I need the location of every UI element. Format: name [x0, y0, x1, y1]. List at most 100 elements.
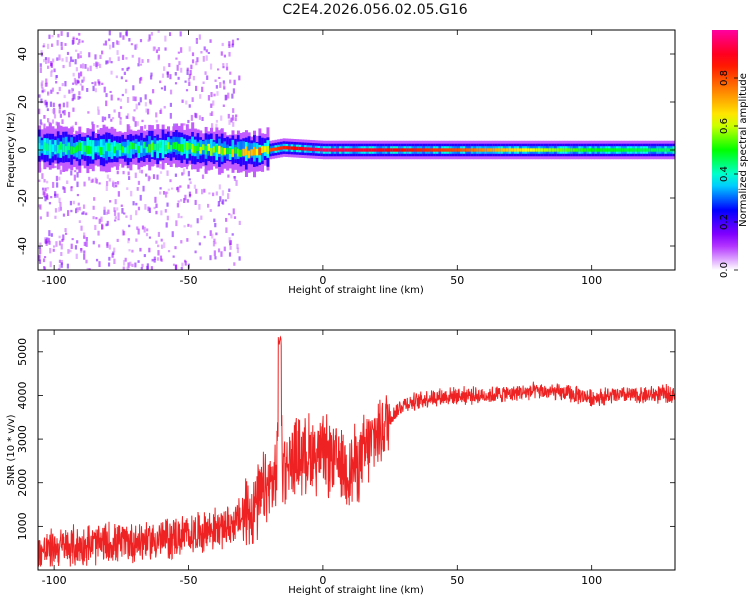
spectrogram-band-cell — [94, 146, 98, 153]
spectrogram-noise-cell — [40, 122, 43, 126]
spectrogram-band-cell — [64, 146, 68, 155]
spectrogram-noise-cell — [40, 50, 43, 54]
spectrogram-noise-cell — [58, 163, 62, 170]
spectrogram-band-cell — [379, 148, 383, 152]
spectrogram-noise-cell — [108, 57, 112, 63]
spectrogram-noise-cell — [62, 186, 65, 190]
spectrogram-noise-cell — [64, 43, 67, 46]
spectrogram-band-cell — [371, 148, 375, 152]
spectrogram-noise-cell — [172, 255, 175, 258]
spectrogram-band-cell — [360, 148, 364, 152]
spectrogram-band-cell — [554, 148, 558, 152]
spectrogram-noise-cell — [128, 224, 131, 228]
spectrogram-noise-cell — [207, 203, 210, 208]
spectrogram-noise-cell — [88, 268, 91, 270]
spectrogram-noise-cell — [198, 242, 201, 246]
spectrogram-noise-cell — [199, 256, 202, 260]
spectrogram-noise-cell — [164, 191, 168, 198]
spectrogram-noise-cell — [155, 203, 158, 208]
spectrogram-band-cell — [118, 144, 122, 151]
spectrogram-noise-cell — [230, 117, 233, 123]
spectrogram-y-tick-label: -40 — [16, 237, 29, 255]
spectrogram-noise-cell — [121, 207, 124, 214]
spectrogram-noise-cell — [155, 112, 158, 118]
spectrogram-noise-cell — [94, 177, 97, 183]
spectrogram-noise-cell — [110, 118, 113, 122]
spectrogram-noise-cell — [168, 63, 171, 68]
spectrogram-noise-cell — [234, 117, 237, 122]
spectrogram-noise-cell — [41, 173, 44, 179]
spectrogram-band-cell — [43, 142, 47, 150]
spectrogram-noise-cell — [38, 204, 41, 208]
spectrogram-noise-cell — [115, 40, 119, 45]
spectrogram-band-cell — [59, 141, 63, 158]
spectrogram-band-cell — [637, 148, 641, 152]
spectrogram-band-cell — [226, 147, 230, 155]
spectrogram-noise-cell — [85, 259, 88, 264]
spectrogram-band-cell — [357, 148, 361, 152]
spectrogram-noise-cell — [227, 92, 230, 99]
spectrogram-noise-cell — [105, 60, 108, 65]
spectrogram-noise-cell — [43, 58, 46, 63]
spectrogram-noise-cell — [107, 262, 111, 267]
spectrogram-noise-cell — [160, 244, 164, 249]
spectrogram-noise-cell — [72, 38, 75, 44]
spectrogram-noise-cell — [101, 50, 104, 55]
spectrogram-noise-cell — [135, 238, 138, 242]
spectrogram-band-cell — [328, 148, 332, 152]
spectrogram-noise-cell — [213, 93, 216, 97]
spectrogram-noise-cell — [78, 91, 81, 96]
spectrogram-noise-cell — [135, 202, 138, 206]
spectrogram-noise-cell — [115, 75, 118, 79]
spectrogram-noise-cell — [214, 256, 217, 260]
spectrogram-noise-cell — [196, 218, 199, 224]
spectrogram-noise-cell — [117, 191, 120, 197]
spectrogram-noise-cell — [46, 180, 49, 184]
spectrogram-noise-cell — [56, 193, 59, 198]
spectrogram-noise-cell — [64, 228, 67, 233]
spectrogram-noise-cell — [204, 71, 207, 75]
spectrogram-noise-cell — [114, 216, 117, 220]
spectrogram-band-cell — [148, 144, 152, 153]
spectrogram-noise-cell — [217, 248, 221, 253]
spectrogram-noise-cell — [75, 67, 78, 72]
spectrogram-band-cell — [175, 141, 179, 150]
spectrogram-noise-cell — [113, 109, 116, 113]
spectrogram-noise-cell — [190, 114, 193, 121]
spectrogram-noise-cell — [153, 206, 156, 210]
spectrogram-band-cell — [537, 148, 541, 152]
spectrogram-noise-cell — [73, 174, 76, 181]
spectrogram-noise-cell — [167, 188, 170, 191]
spectrogram-noise-cell — [209, 230, 212, 237]
spectrogram-noise-cell — [42, 45, 45, 48]
spectrogram-noise-cell — [233, 216, 237, 219]
spectrogram-noise-cell — [157, 250, 160, 256]
spectrogram-band-cell — [341, 148, 345, 152]
spectrogram-noise-cell — [184, 80, 187, 83]
spectrogram-noise-cell — [180, 47, 183, 53]
spectrogram-noise-cell — [75, 253, 78, 259]
spectrogram-noise-cell — [60, 31, 63, 36]
spectrogram-noise-cell — [163, 66, 166, 71]
spectrogram-noise-cell — [83, 241, 86, 247]
spectrogram-band-cell — [261, 146, 265, 154]
spectrogram-band-cell — [145, 146, 149, 153]
spectrogram-noise-cell — [43, 115, 46, 119]
spectrogram-noise-cell — [136, 121, 139, 126]
spectrogram-noise-cell — [52, 58, 55, 63]
spectrogram-noise-cell — [174, 82, 178, 85]
spectrogram-noise-cell — [130, 190, 133, 197]
spectrogram-noise-cell — [150, 266, 153, 270]
spectrogram-noise-cell — [214, 79, 217, 82]
spectrogram-band-cell — [172, 142, 176, 150]
spectrogram-noise-cell — [209, 39, 212, 43]
spectrogram-noise-cell — [76, 240, 79, 244]
spectrogram-noise-cell — [150, 32, 153, 36]
spectrogram-x-tick-label: -50 — [180, 274, 198, 287]
spectrogram-band-cell — [556, 148, 560, 152]
spectrogram-noise-cell — [55, 121, 58, 126]
spectrogram-band-cell — [384, 148, 388, 152]
spectrogram-band-cell — [650, 148, 654, 152]
colorbar-tick-label: 0.8 — [719, 70, 730, 86]
spectrogram-noise-cell — [134, 172, 137, 179]
